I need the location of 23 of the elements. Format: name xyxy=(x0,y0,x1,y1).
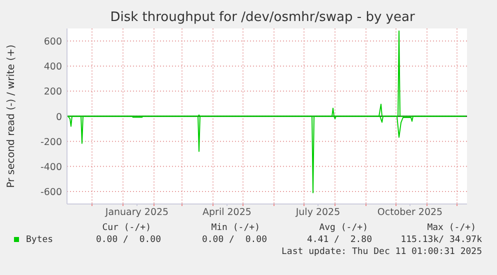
text: 0.00 / 0.00 xyxy=(202,235,267,245)
text: Last update: Thu Dec 11 01:00:31 2025 xyxy=(282,247,482,257)
x-tick-label: October 2025 xyxy=(377,207,443,218)
x-tick-label: July 2025 xyxy=(294,207,340,218)
text: Min (-/+) xyxy=(211,223,260,233)
text: 115.13k/ 34.97k xyxy=(400,235,483,245)
y-tick-label: -400 xyxy=(40,162,62,173)
y-tick-label: -200 xyxy=(40,136,62,148)
chart-title: Disk throughput for /dev/osmhr/swap - by year xyxy=(110,10,416,25)
text: 0.00 / 0.00 xyxy=(96,235,161,245)
x-tick-label: April 2025 xyxy=(202,207,252,218)
x-tick-label: January 2025 xyxy=(104,207,169,218)
y-tick-label: 400 xyxy=(44,62,62,73)
y-tick-label: 600 xyxy=(44,36,62,48)
y-tick-label: 200 xyxy=(44,86,62,98)
y-tick-label: 0 xyxy=(56,112,62,123)
legend-label: Bytes xyxy=(26,235,54,245)
text: 4.41 / 2.80 xyxy=(306,235,372,245)
y-axis-title: Pr second read (-) / write (+) xyxy=(6,44,17,188)
y-tick-label: -600 xyxy=(40,186,62,198)
text: Max (-/+) xyxy=(427,223,476,233)
text: Avg (-/+) xyxy=(319,223,368,233)
text: Cur (-/+) xyxy=(102,223,151,233)
